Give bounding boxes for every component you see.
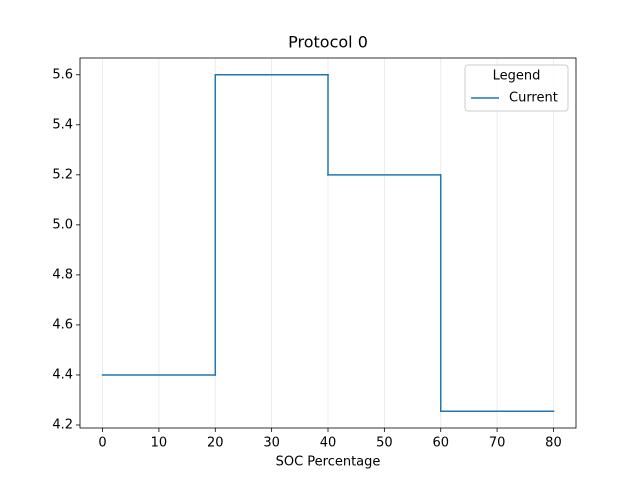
y-tick-label: 4.6 bbox=[52, 317, 73, 332]
x-tick-label: 20 bbox=[207, 436, 224, 451]
legend-box bbox=[464, 64, 569, 112]
legend-label: Current bbox=[509, 91, 558, 106]
x-tick-label: 70 bbox=[489, 436, 506, 451]
x-tick-label: 10 bbox=[151, 436, 168, 451]
y-tick-label: 5.6 bbox=[52, 67, 73, 82]
x-tick-label: 60 bbox=[432, 436, 449, 451]
y-tick-label: 4.2 bbox=[52, 417, 73, 432]
legend: Legend Current bbox=[464, 64, 569, 112]
x-tick-label: 30 bbox=[263, 436, 280, 451]
x-tick-label: 40 bbox=[320, 436, 337, 451]
y-tick-label: 5.2 bbox=[52, 167, 73, 182]
y-tick-label: 4.8 bbox=[52, 267, 73, 282]
y-tick-label: 5.4 bbox=[52, 117, 73, 132]
x-axis-label: SOC Percentage bbox=[276, 455, 381, 470]
legend-title: Legend bbox=[493, 69, 541, 84]
chart-title: Protocol 0 bbox=[288, 33, 368, 52]
y-tick-label: 4.4 bbox=[52, 367, 73, 382]
x-tick-label: 50 bbox=[376, 436, 393, 451]
plot-frame bbox=[79, 57, 577, 429]
step-end bbox=[552, 410, 555, 412]
y-tick-label: 5.0 bbox=[52, 217, 73, 232]
x-tick-label: 80 bbox=[545, 436, 562, 451]
x-tick-label: 0 bbox=[98, 436, 106, 451]
